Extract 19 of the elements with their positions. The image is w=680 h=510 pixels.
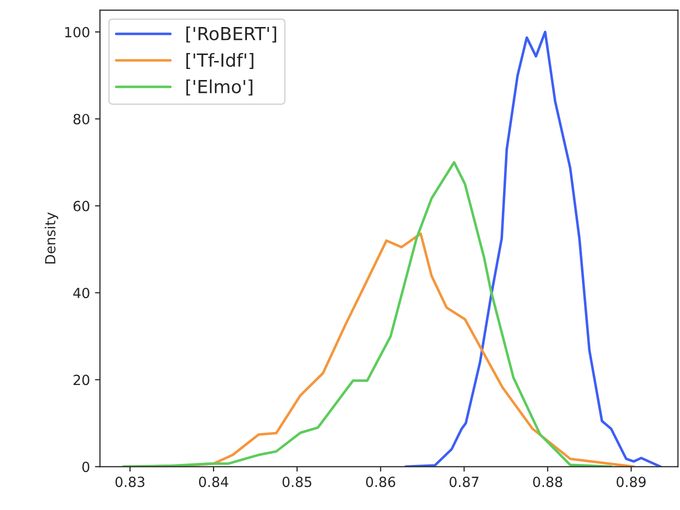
legend-label: ['RoBERT']: [186, 26, 276, 43]
x-tick-label: 0.88: [533, 476, 562, 488]
y-tick-label: 100: [65, 26, 90, 38]
y-tick-label: 60: [74, 200, 90, 212]
legend-label: ['Tf-Idf']: [186, 52, 254, 70]
x-tick-label: 0.84: [199, 476, 228, 488]
line-series: [122, 161, 612, 467]
y-tick-label: 0: [82, 462, 90, 472]
y-tick-label: 80: [74, 114, 90, 124]
y-axis-title: Density: [44, 212, 58, 264]
legend-label: ['Elmo']: [186, 79, 252, 96]
line-series: [404, 30, 662, 467]
x-tick-label: 0.89: [616, 476, 646, 488]
x-tick-label: 0.85: [282, 476, 312, 488]
y-tick-label: 40: [73, 288, 90, 298]
x-tick-label: 0.87: [450, 476, 478, 488]
y-tick-label: 20: [74, 374, 90, 386]
x-tick-label: 0.83: [115, 476, 144, 488]
x-tick-label: 0.86: [366, 476, 396, 488]
